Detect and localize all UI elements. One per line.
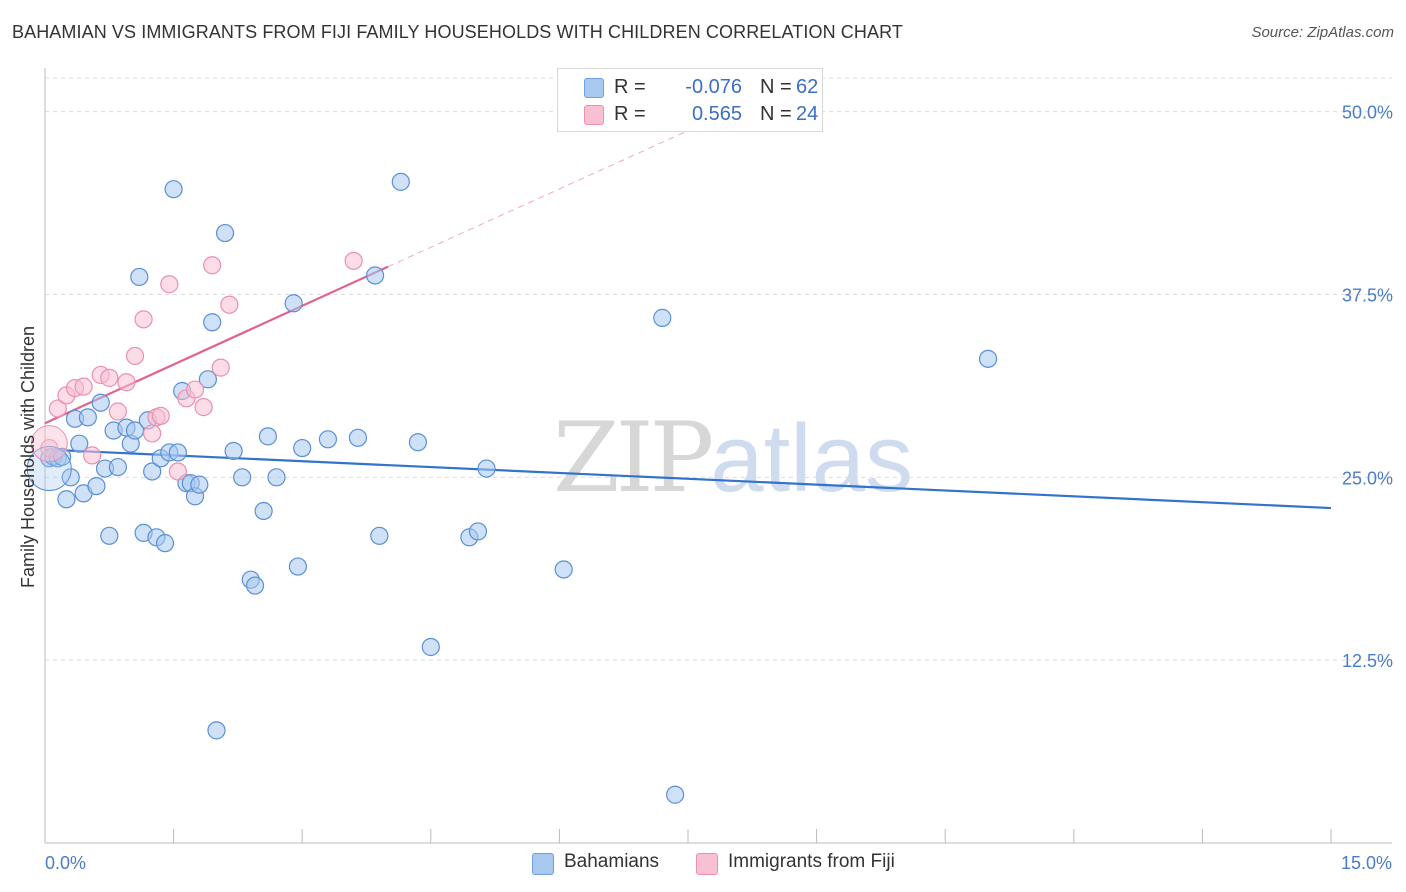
legend-r-value: 0.565 bbox=[691, 103, 742, 125]
legend-n-value: 62 bbox=[796, 76, 819, 98]
legend-r-label: R = bbox=[614, 76, 646, 98]
correlation-legend: R = -0.076 N = 62 R = 0.565 N = 24 bbox=[557, 68, 823, 132]
point-bahamians bbox=[91, 393, 110, 412]
point-bahamians bbox=[155, 534, 175, 553]
point-fiji bbox=[344, 251, 363, 270]
point-bahamians bbox=[666, 785, 685, 804]
point-bahamians bbox=[198, 370, 217, 389]
source-label: Source: ZipAtlas.com bbox=[1251, 24, 1394, 41]
point-fiji bbox=[48, 399, 67, 418]
point-bahamians bbox=[288, 557, 308, 576]
point-fiji bbox=[220, 295, 239, 314]
point-fiji bbox=[160, 275, 179, 294]
point-bahamians bbox=[233, 468, 252, 487]
point-bahamians bbox=[70, 434, 89, 453]
point-bahamians bbox=[78, 408, 97, 427]
y-tick-label: 12.5% bbox=[1342, 651, 1393, 671]
point-bahamians bbox=[477, 459, 496, 478]
point-bahamians bbox=[267, 468, 286, 487]
legend-swatch-bahamians bbox=[584, 78, 604, 98]
legend-swatch-fiji bbox=[584, 105, 604, 125]
point-bahamians bbox=[318, 430, 338, 449]
point-bahamians bbox=[284, 294, 303, 313]
chart-title: BAHAMIAN VS IMMIGRANTS FROM FIJI FAMILY … bbox=[12, 22, 903, 42]
point-fiji bbox=[211, 358, 230, 377]
point-bahamians bbox=[408, 433, 428, 452]
bottom-legend-swatch-bahamians bbox=[532, 853, 554, 875]
point-bahamians bbox=[125, 421, 145, 440]
point-fiji bbox=[134, 310, 153, 329]
point-bahamians bbox=[258, 427, 278, 446]
point-fiji bbox=[117, 373, 136, 392]
point-bahamians bbox=[190, 475, 209, 494]
point-bahamians bbox=[130, 267, 149, 287]
bottom-legend-swatch-fiji bbox=[696, 853, 718, 875]
point-bahamians bbox=[100, 526, 119, 545]
trend-line-bahamians bbox=[44, 448, 1332, 510]
point-bahamians bbox=[348, 428, 368, 447]
point-fiji bbox=[194, 398, 213, 417]
point-bahamians bbox=[254, 501, 273, 521]
legend-n-label: N = bbox=[760, 103, 792, 125]
axis-labels: 12.5% 25.0% 37.5% 50.0% 0.0% 15.0% Family Hous… bbox=[18, 103, 1393, 873]
point-fiji bbox=[185, 380, 205, 399]
point-fiji bbox=[151, 406, 170, 425]
point-fiji bbox=[74, 377, 93, 396]
trend-line-fiji-extension bbox=[387, 130, 689, 268]
point-bahamians bbox=[653, 308, 672, 327]
point-bahamians bbox=[245, 576, 265, 595]
point-fiji bbox=[83, 446, 102, 465]
axes bbox=[44, 68, 1392, 844]
point-bahamians bbox=[143, 462, 162, 481]
point-fiji bbox=[108, 402, 127, 421]
bottom-legend-label-bahamians: Bahamians bbox=[564, 851, 660, 872]
x-tick-label: 15.0% bbox=[1341, 853, 1392, 873]
point-bahamians bbox=[203, 313, 222, 332]
point-bahamians bbox=[224, 441, 243, 461]
point-fiji bbox=[168, 462, 187, 481]
point-bahamians bbox=[370, 526, 389, 545]
legend-r-value: -0.076 bbox=[685, 76, 742, 98]
y-tick-label: 37.5% bbox=[1342, 285, 1393, 305]
x-tick-label: 0.0% bbox=[45, 853, 86, 873]
point-bahamians bbox=[168, 443, 187, 462]
point-bahamians bbox=[215, 223, 235, 243]
point-bahamians bbox=[87, 476, 106, 496]
watermark: ZIPatlas bbox=[553, 402, 913, 514]
point-bahamians bbox=[554, 560, 573, 579]
legend-r-label: R = bbox=[614, 103, 646, 125]
legend-n-label: N = bbox=[760, 76, 792, 98]
watermark-atlas: atlas bbox=[710, 405, 913, 512]
y-tick-label: 50.0% bbox=[1342, 103, 1393, 123]
point-fiji bbox=[203, 256, 222, 275]
point-fiji bbox=[30, 425, 68, 463]
y-axis-label: Family Households with Children bbox=[18, 326, 38, 588]
point-bahamians bbox=[391, 172, 410, 191]
data-points bbox=[26, 172, 998, 804]
point-bahamians bbox=[365, 266, 385, 285]
point-bahamians bbox=[978, 349, 998, 368]
point-bahamians bbox=[293, 438, 312, 458]
point-fiji bbox=[100, 368, 119, 387]
point-bahamians bbox=[57, 490, 76, 509]
point-bahamians bbox=[468, 522, 488, 541]
point-fiji bbox=[143, 424, 162, 443]
watermark-zip: ZIP bbox=[553, 402, 714, 514]
point-fiji bbox=[125, 346, 145, 366]
legend-n-value: 24 bbox=[796, 103, 819, 125]
y-tick-label: 25.0% bbox=[1342, 468, 1393, 488]
point-bahamians bbox=[164, 180, 183, 199]
point-bahamians bbox=[108, 457, 127, 477]
point-bahamians bbox=[207, 721, 226, 740]
bottom-legend-label-fiji: Immigrants from Fiji bbox=[728, 851, 895, 872]
point-bahamians bbox=[421, 637, 440, 657]
